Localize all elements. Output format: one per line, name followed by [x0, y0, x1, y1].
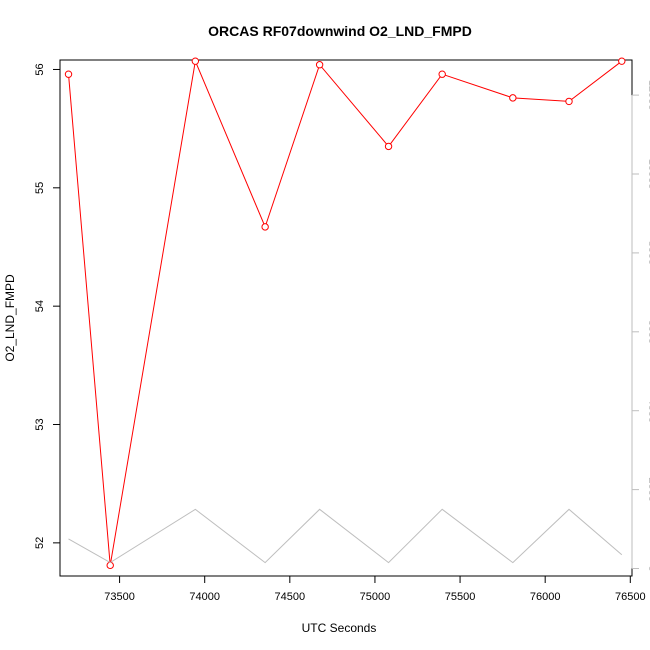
plot-frame — [59, 59, 633, 577]
x-tick-label: 74000 — [189, 591, 220, 603]
data-point — [618, 57, 626, 65]
x-tick-label: 75500 — [445, 591, 476, 603]
y-tick-label: 55 — [34, 182, 46, 194]
x-tick-label: 74500 — [275, 591, 306, 603]
x-tick-label: 76500 — [615, 591, 646, 603]
y2-tick-label: 0 — [646, 565, 650, 571]
series-layer — [64, 57, 626, 570]
data-point — [261, 223, 269, 231]
series-line-secondary — [68, 508, 623, 564]
data-point — [438, 70, 446, 78]
x-tick-label: 73500 — [104, 591, 135, 603]
y-tick-label: 56 — [34, 63, 46, 75]
data-point — [509, 94, 517, 102]
x-tick-label: 76000 — [530, 591, 561, 603]
chart-title: ORCAS RF07downwind O2_LND_FMPD — [208, 23, 472, 39]
x-tick-label: 75000 — [360, 591, 391, 603]
y-tick-label: 54 — [34, 300, 46, 312]
series-line-o2-lnd-fmpd — [68, 59, 623, 566]
axes: 73500 74000 74500 75000 75500 76000 76500 52 53 5… — [34, 63, 650, 603]
data-point — [191, 57, 200, 65]
data-point — [384, 142, 393, 151]
x-axis-label: UTC Seconds — [302, 621, 377, 635]
y-axis-label: O2_LND_FMPD — [3, 274, 17, 362]
y2-tick-label: 4000 — [646, 398, 650, 422]
data-point — [64, 70, 73, 78]
data-point — [315, 61, 324, 69]
y2-tick-label: 10000 — [646, 159, 650, 190]
y-tick-label: 52 — [34, 537, 46, 549]
y2-tick-label: 8000 — [646, 241, 650, 265]
y2-tick-label: 6000 — [646, 320, 650, 344]
data-point — [565, 97, 573, 106]
y2-tick-label: 12000 — [646, 80, 650, 111]
y2-tick-label: 2000 — [646, 477, 650, 501]
y-tick-label: 53 — [34, 418, 46, 430]
